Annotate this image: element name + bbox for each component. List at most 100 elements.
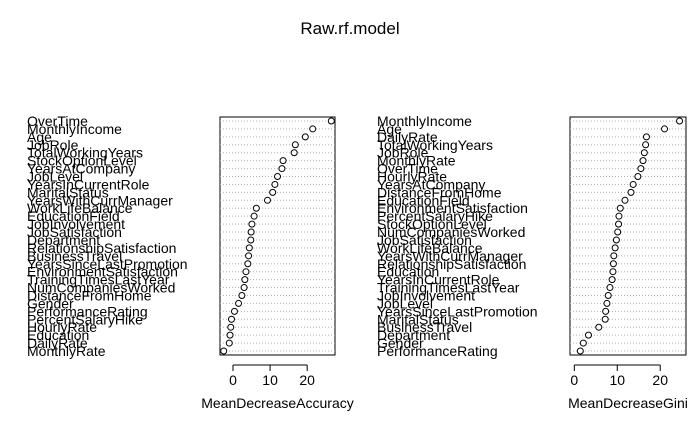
variable-label: OverTime — [27, 113, 88, 129]
importance-point — [579, 339, 587, 347]
variable-label: MaritalStatus — [27, 184, 109, 200]
importance-point — [611, 244, 619, 252]
variable-label: TrainingTimesLastYear — [27, 272, 170, 288]
importance-point — [604, 291, 612, 299]
panel-mean-decrease-gini: MonthlyIncomeAgeDailyRateTotalWorkingYea… — [377, 113, 688, 411]
importance-point — [252, 204, 260, 212]
importance-point — [290, 149, 298, 157]
variable-label: NumCompaniesWorked — [377, 224, 525, 240]
chart-title: Raw.rf.model — [300, 19, 399, 38]
variable-label: BusinessTravel — [27, 248, 122, 264]
variable-label: MonthlyIncome — [27, 121, 122, 137]
importance-point — [609, 268, 617, 276]
variable-label: PerformanceRating — [377, 343, 498, 359]
variable-label: StockOptionLevel — [377, 216, 487, 232]
variable-label: YearsInCurrentRole — [377, 272, 500, 288]
x-tick-label: 0 — [570, 372, 578, 388]
variable-label: NumCompaniesWorked — [27, 280, 175, 296]
importance-point — [228, 315, 235, 323]
variable-label: JobInvolvement — [27, 216, 125, 232]
variable-label: Education — [377, 264, 439, 280]
importance-point — [230, 307, 238, 315]
variable-label: YearsWithCurrManager — [27, 192, 173, 208]
variable-label: EnvironmentSatisfaction — [377, 200, 528, 216]
variable-label: YearsWithCurrManager — [377, 248, 523, 264]
variable-label: JobInvolvement — [377, 287, 475, 303]
importance-point — [639, 157, 647, 165]
importance-point — [601, 315, 609, 323]
importance-point — [615, 220, 623, 228]
variable-label: TrainingTimesLastYear — [377, 280, 520, 296]
importance-point — [576, 347, 584, 355]
importance-point — [676, 117, 684, 125]
importance-point — [279, 157, 287, 165]
importance-point — [640, 149, 648, 157]
importance-point — [606, 284, 614, 292]
importance-point — [241, 276, 249, 284]
variable-label: DistanceFromHome — [377, 184, 502, 200]
importance-point — [661, 125, 669, 133]
importance-point — [634, 173, 642, 181]
importance-point — [595, 323, 603, 331]
variable-label: Education — [27, 327, 89, 343]
importance-point — [616, 204, 624, 212]
variable-label: WorkLifeBalance — [377, 240, 483, 256]
importance-point — [637, 165, 645, 173]
variable-label: JobSatisfaction — [27, 224, 122, 240]
importance-point — [291, 141, 299, 149]
variable-label: JobRole — [27, 137, 79, 153]
variable-label: Gender — [27, 295, 74, 311]
variable-label: YearsInCurrentRole — [27, 176, 150, 192]
importance-point — [271, 180, 279, 188]
importance-point — [245, 244, 253, 252]
panel-mean-decrease-accuracy: OverTimeMonthlyIncomeAgeJobRoleTotalWork… — [27, 113, 354, 411]
variable-label: DailyRate — [27, 335, 88, 351]
importance-point — [327, 117, 335, 125]
importance-point — [274, 173, 281, 181]
plot-frame — [219, 116, 336, 356]
variable-label: PerformanceRating — [27, 303, 148, 319]
variable-label: HourlyRate — [27, 319, 97, 335]
x-tick-label: 20 — [299, 372, 315, 388]
importance-point — [629, 180, 637, 188]
importance-point — [227, 323, 235, 331]
variable-label: TotalWorkingYears — [27, 145, 143, 161]
importance-point — [248, 220, 256, 228]
x-axis-label: MeanDecreaseAccuracy — [201, 395, 354, 411]
importance-point — [278, 165, 286, 173]
importance-point — [225, 339, 233, 347]
variable-label: Age — [27, 129, 52, 145]
variable-label: JobLevel — [27, 169, 83, 185]
importance-point — [238, 291, 246, 299]
variable-label: PercentSalaryHike — [377, 208, 493, 224]
variable-label: YearsSinceLastPromotion — [377, 303, 538, 319]
variable-label: MonthlyRate — [377, 153, 456, 169]
importance-point — [614, 228, 622, 236]
variable-label: OverTime — [377, 161, 438, 177]
x-tick-label: 20 — [652, 372, 668, 388]
variable-label: Department — [27, 232, 100, 248]
variable-label: JobSatisfaction — [377, 232, 472, 248]
importance-point — [603, 299, 611, 307]
importance-point — [584, 331, 592, 339]
importance-point — [610, 252, 618, 260]
importance-point — [247, 228, 255, 236]
importance-point — [245, 252, 253, 260]
variable-label: MaritalStatus — [377, 311, 459, 327]
importance-point — [250, 212, 258, 220]
variable-label: MonthlyIncome — [377, 113, 472, 129]
variable-label: StockOptionLevel — [27, 153, 137, 169]
variable-label: YearsAtCompany — [377, 176, 485, 192]
variable-label: HourlyRate — [377, 169, 447, 185]
variable-label: RelationshipSatisfaction — [377, 256, 526, 272]
variable-label: JobRole — [377, 145, 429, 161]
variable-label: EducationField — [27, 208, 120, 224]
importance-point — [602, 307, 610, 315]
importance-point — [615, 212, 623, 220]
importance-point — [627, 188, 635, 196]
variable-label: TotalWorkingYears — [377, 137, 493, 153]
variable-label: PercentSalaryHike — [27, 311, 143, 327]
variable-label: YearsAtCompany — [27, 161, 135, 177]
x-tick-label: 10 — [609, 372, 625, 388]
importance-point — [269, 188, 277, 196]
